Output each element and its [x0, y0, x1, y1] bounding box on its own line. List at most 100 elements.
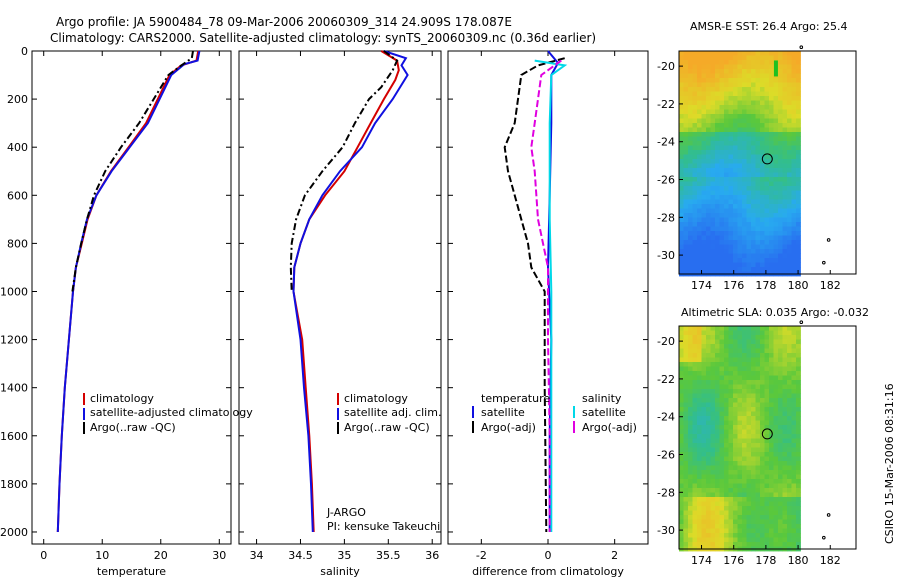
map-cell [688, 240, 693, 245]
map-cell [773, 51, 779, 56]
map-cell [782, 145, 788, 151]
map-cell [751, 456, 756, 462]
island-marker [822, 260, 826, 265]
map-cell [769, 402, 774, 408]
map-cell [724, 537, 729, 543]
map-cell [760, 100, 765, 106]
map-cell [796, 533, 801, 538]
map-cell [791, 438, 797, 444]
map-cell [742, 488, 747, 493]
map-cell [728, 407, 734, 412]
map-cell [710, 181, 716, 187]
map-cell [728, 258, 734, 263]
map-cell [764, 339, 770, 345]
map-cell [742, 226, 747, 232]
map-cell [692, 510, 698, 516]
map-cell [724, 357, 729, 363]
map-cell [796, 114, 801, 119]
y-tick-label: 1000 [0, 285, 28, 298]
map-cell [692, 348, 698, 354]
map-cell [773, 235, 779, 241]
map-cell [791, 240, 797, 245]
map-cell [737, 159, 743, 164]
map-cell [688, 335, 693, 340]
map-cell [742, 222, 747, 227]
map-cell [692, 244, 698, 250]
map-cell [791, 204, 797, 209]
map-cell [773, 528, 779, 534]
map-cell [679, 145, 684, 151]
map-cell [791, 181, 797, 187]
map-cell [737, 186, 743, 191]
map-cell [737, 344, 743, 349]
map-cell [773, 344, 779, 349]
map-cell [715, 515, 720, 520]
map-cell [760, 213, 765, 218]
map-cell [791, 163, 797, 169]
map-cell [760, 181, 765, 187]
map-cell [683, 249, 689, 254]
map-cell [737, 235, 743, 241]
map-cell [769, 105, 774, 110]
map-cell [701, 474, 707, 480]
map-cell [715, 222, 720, 227]
map-cell [760, 267, 765, 272]
map-cell [755, 240, 761, 245]
map-cell [706, 537, 711, 543]
map-cell [728, 470, 734, 475]
map-cell [688, 411, 693, 417]
map-cell [746, 398, 752, 403]
map-cell [710, 411, 716, 417]
map-cell [715, 470, 720, 475]
map-cell [742, 474, 747, 480]
map-cell [751, 199, 756, 205]
map-cell [683, 326, 689, 331]
map-cell [706, 163, 711, 169]
map-cell [701, 51, 707, 56]
map-cell [697, 51, 702, 56]
map-cell [778, 465, 783, 471]
map-cell [764, 181, 770, 187]
map-cell [751, 186, 756, 191]
map-cell [710, 267, 716, 272]
map-cell [733, 465, 738, 471]
map-cell [692, 55, 698, 61]
map-cell [688, 501, 693, 507]
map-cell [791, 398, 797, 403]
map-cell [755, 339, 761, 345]
map-cell [796, 371, 801, 376]
map-cell [791, 380, 797, 385]
map-cell [742, 118, 747, 124]
map-y-tick-label: -20 [657, 60, 675, 73]
map-cell [782, 389, 788, 394]
map-cell [679, 461, 684, 466]
map-cell [791, 407, 797, 412]
map-cell [782, 443, 788, 448]
map-cell [692, 528, 698, 534]
map-cell [692, 109, 698, 115]
map-cell [706, 64, 711, 70]
map-cell [755, 253, 761, 259]
map-cell [701, 100, 707, 106]
map-cell [791, 348, 797, 354]
map-cell [746, 452, 752, 457]
map-cell [683, 470, 689, 475]
map-cell [737, 118, 743, 124]
map-cell [769, 344, 774, 349]
map-cell [755, 474, 761, 480]
y-tick-label: 200 [7, 93, 28, 106]
map-cell [701, 438, 707, 444]
map-cell [679, 362, 684, 367]
map-cell [778, 262, 783, 268]
map-cell [688, 537, 693, 543]
map-cell [692, 240, 698, 245]
map-cell [692, 213, 698, 218]
map-cell [755, 213, 761, 218]
map-cell [751, 231, 756, 236]
map-cell [688, 186, 693, 191]
map-cell [787, 429, 792, 435]
map-cell [791, 136, 797, 142]
map-cell [679, 488, 684, 493]
map-cell [679, 456, 684, 462]
map-cell [683, 407, 689, 412]
